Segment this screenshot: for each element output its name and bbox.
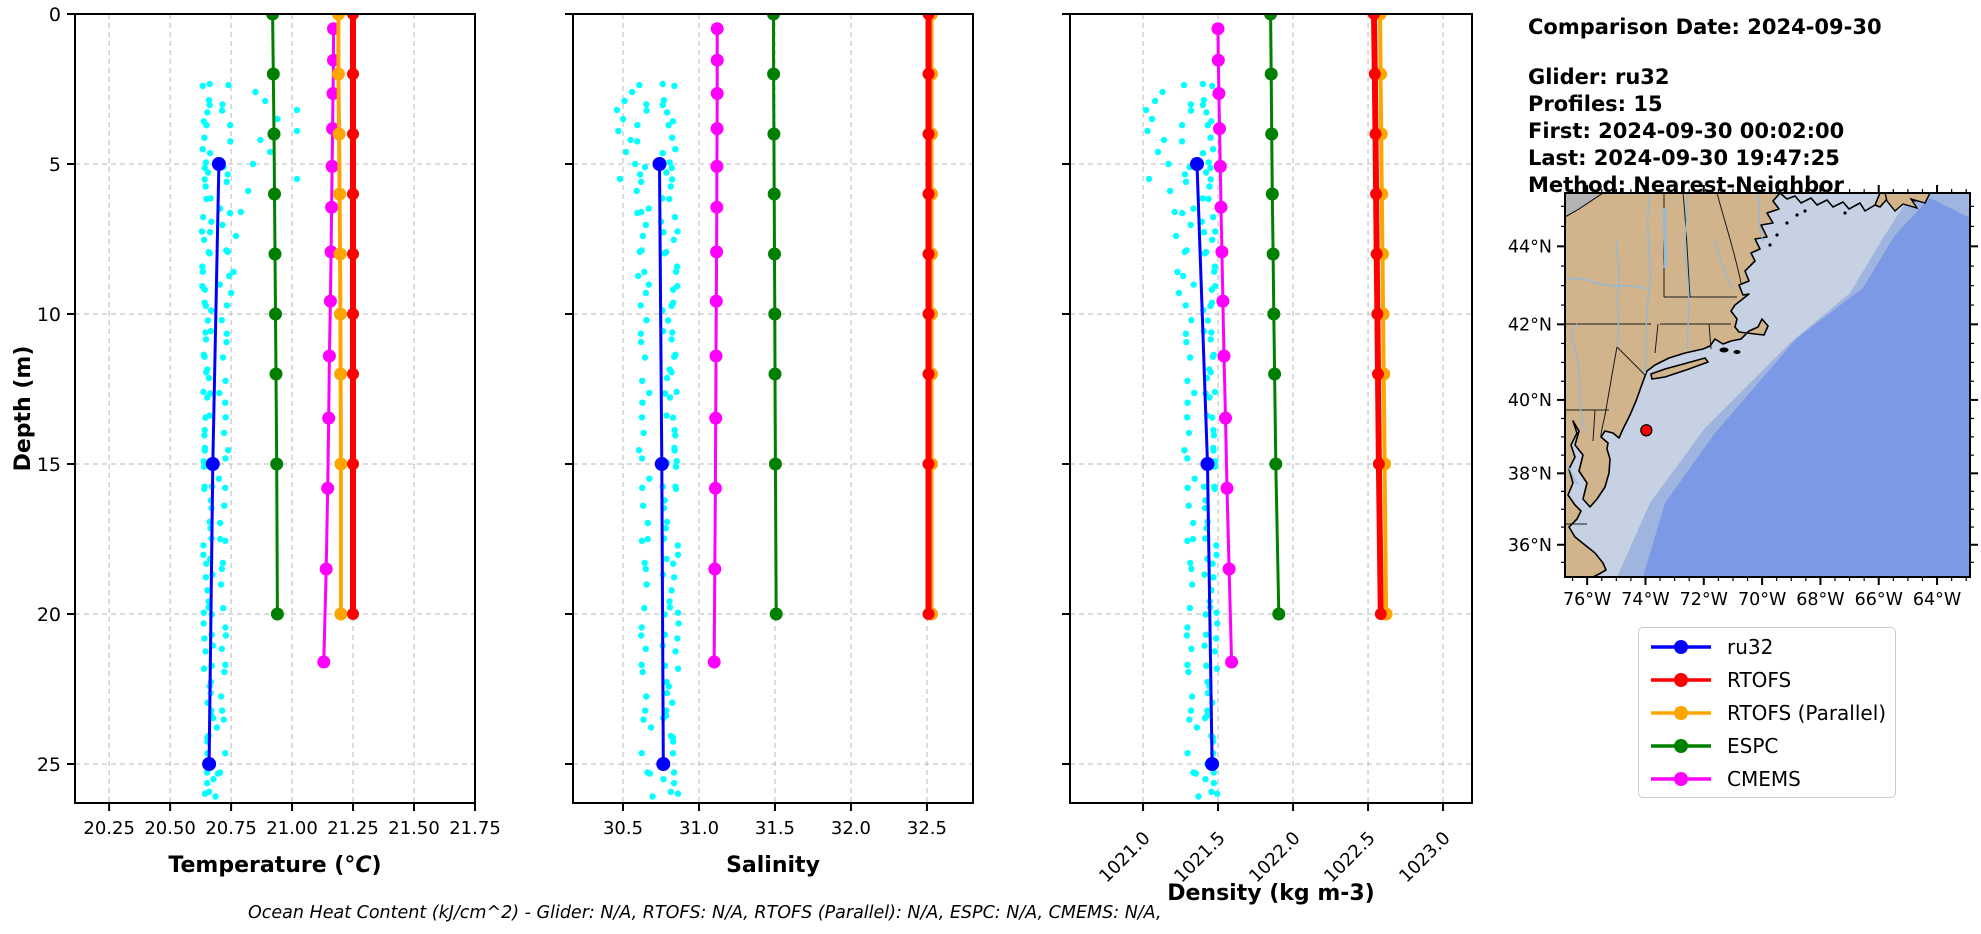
temperature-xtick-label: 21.75: [449, 818, 501, 839]
salinity-xtick-label: 31.5: [755, 818, 795, 839]
last-profile-text: Last: 2024-09-30 19:47:25: [1528, 146, 1840, 170]
density-xtick-label: 1021.5: [1170, 828, 1229, 887]
legend-label: ESPC: [1727, 733, 1779, 758]
legend-line-marker-icon: [1651, 738, 1711, 753]
map-geography: [1565, 193, 1970, 577]
temperature-series-cmems: [317, 22, 340, 669]
temperature-axis-title: Temperature (°C): [168, 853, 381, 878]
temperature-xtick-label: 20.25: [83, 818, 135, 839]
density-series-espc: [1264, 14, 1286, 621]
temperature-series-rtofs-parallel-: [331, 14, 348, 621]
profiles-count-text: Profiles: 15: [1528, 92, 1663, 116]
rivers: [1565, 193, 1764, 486]
temperature-plot: 20.25 20.50 20.75 21.00 21.25 21.50 21.75 0 5 10 1…: [37, 4, 501, 878]
legend-line-marker-icon: [1651, 639, 1711, 654]
density-plot: 1021.0 1021.5 1022.0 1022.5 1023.0 Density (k…: [1062, 13, 1473, 906]
density-series-rtofs: [1368, 14, 1387, 620]
salinity-axis-title: Salinity: [726, 853, 820, 878]
salinity-series-espc: [767, 14, 783, 621]
temperature-xtick-label: 21.50: [388, 818, 440, 839]
map-lat-label: 36°N: [1508, 536, 1552, 556]
temperature-series-espc: [266, 14, 284, 621]
canada-region: [1565, 193, 1604, 218]
map-lon-label: 76°W: [1563, 590, 1611, 610]
density-series-ru32: [1190, 157, 1220, 771]
comparison-date-text: Comparison Date: 2024-09-30: [1528, 15, 1882, 39]
legend-label: CMEMS: [1727, 766, 1801, 791]
salinity-xtick-label: 32.0: [831, 818, 871, 839]
legend-line-marker-icon: [1651, 771, 1711, 786]
map-lon-label: 64°W: [1913, 590, 1961, 610]
legend-label: RTOFS: [1727, 667, 1792, 692]
legend-box: ru32 RTOFS RTOFS (Parallel) ESPC CMEMS: [1638, 627, 1896, 798]
coastal-islands: [1719, 209, 1847, 354]
legend-item-rtofs: RTOFS: [1639, 663, 1895, 696]
deep-water: [1643, 198, 1970, 577]
map-lon-label: 74°W: [1621, 590, 1669, 610]
temperature-series-rtofs: [347, 14, 359, 620]
legend-item-cmems: CMEMS: [1639, 762, 1895, 795]
depth-tick-label: 0: [49, 4, 61, 26]
salinity-series-ru32: [652, 157, 671, 771]
glider-position-marker: [1640, 424, 1653, 437]
map-lon-label: 72°W: [1680, 590, 1728, 610]
density-xtick-label: 1023.0: [1395, 828, 1454, 887]
salinity-xtick-label: 30.5: [603, 818, 643, 839]
temperature-xtick-label: 21.00: [266, 818, 318, 839]
legend-line-marker-icon: [1651, 672, 1711, 687]
location-map: 76°W 74°W 72°W 70°W 68°W 66°W 64°W 44°N 42°N 40°N…: [1490, 180, 1981, 634]
map-lon-label: 66°W: [1855, 590, 1903, 610]
legend-item-espc: ESPC: [1639, 729, 1895, 762]
temperature-xtick-label: 21.25: [327, 818, 379, 839]
info-panel: Comparison Date: 2024-09-30 Glider: ru32…: [1528, 14, 1882, 199]
salinity-series-rtofs: [922, 14, 935, 620]
legend-item-rtofs-parallel-: RTOFS (Parallel): [1639, 696, 1895, 729]
density-xtick-label: 1022.0: [1245, 828, 1304, 887]
map-axes: 76°W 74°W 72°W 70°W 68°W 66°W 64°W 44°N 42°N 40°N…: [1508, 185, 1978, 610]
nova-scotia-shape: [1884, 193, 1931, 213]
depth-tick-label: 15: [37, 454, 61, 476]
salinity-xtick-label: 32.5: [907, 818, 947, 839]
temperature-xtick-label: 20.75: [205, 818, 257, 839]
depth-tick-label: 25: [37, 754, 61, 776]
glider-name-text: Glider: ru32: [1528, 65, 1670, 89]
density-xtick-label: 1021.0: [1095, 828, 1154, 887]
legend-item-ru32: ru32: [1639, 630, 1895, 663]
info-spacer: [1528, 41, 1882, 64]
density-glider-scatter: [1142, 80, 1221, 800]
depth-axis-title: Depth (m): [11, 346, 36, 472]
depth-tick-label: 10: [37, 304, 61, 326]
legend-line-marker-icon: [1651, 705, 1711, 720]
salinity-plot: 30.5 31.0 31.5 32.0 32.5 Salinity: [565, 13, 974, 878]
salinity-glider-scatter: [613, 80, 682, 800]
density-axis-title: Density (kg m-3): [1167, 881, 1375, 906]
first-profile-text: First: 2024-09-30 00:02:00: [1528, 119, 1845, 143]
map-lat-label: 44°N: [1508, 237, 1552, 257]
depth-tick-label: 5: [49, 154, 61, 176]
legend-label: ru32: [1727, 634, 1774, 659]
temperature-series-ru32: [202, 157, 226, 771]
legend-label: RTOFS (Parallel): [1727, 700, 1887, 725]
density-axes-frame: [1069, 13, 1473, 804]
map-lat-label: 40°N: [1508, 391, 1552, 411]
map-lon-label: 68°W: [1796, 590, 1844, 610]
map-lon-label: 70°W: [1738, 590, 1786, 610]
glider-position-layer: [1640, 424, 1653, 437]
ocean-heat-content-footer: Ocean Heat Content (kJ/cm^2) - Glider: N…: [248, 903, 1162, 923]
map-lat-label: 38°N: [1508, 464, 1552, 484]
density-series-cmems: [1211, 22, 1239, 669]
map-canvas: 76°W 74°W 72°W 70°W 68°W 66°W 64°W 44°N 42°N 40°N…: [1508, 185, 1978, 610]
depth-tick-label: 20: [37, 604, 61, 626]
salinity-xtick-label: 31.0: [679, 818, 719, 839]
salinity-series-cmems: [707, 22, 724, 669]
map-frame: [1564, 192, 1971, 578]
temperature-xtick-label: 20.50: [144, 818, 196, 839]
map-lat-label: 42°N: [1508, 315, 1552, 335]
density-xtick-label: 1022.5: [1320, 828, 1379, 887]
salinity-axes-frame: [572, 13, 974, 804]
temperature-axes-frame: [74, 13, 476, 804]
long-island-shape: [1650, 357, 1710, 380]
